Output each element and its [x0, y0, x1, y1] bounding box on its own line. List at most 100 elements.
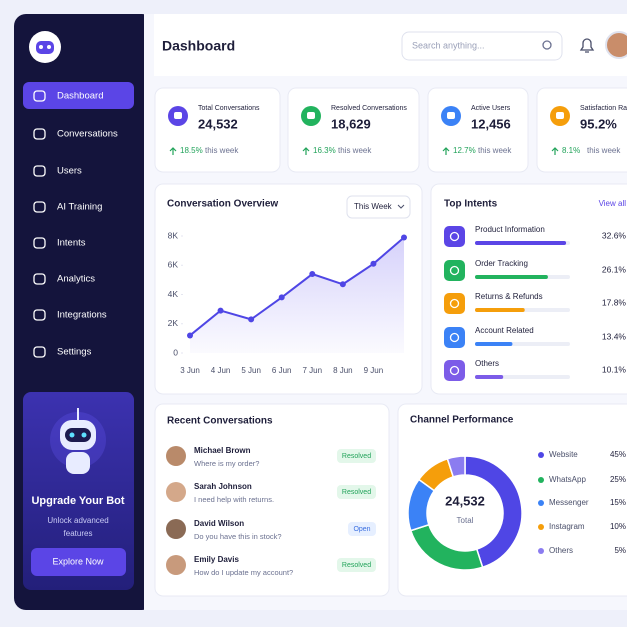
- line-point: [278, 294, 285, 301]
- line-point: [401, 234, 407, 241]
- robot-body: [66, 452, 90, 474]
- stat-icon-glyph: [556, 112, 564, 119]
- y-tick-label: 6K: [168, 260, 179, 270]
- stat-period: this week: [205, 146, 239, 155]
- legend-dot: [538, 452, 544, 458]
- donut-center-value: 24,532: [445, 493, 485, 508]
- nav-item[interactable]: AI Training: [57, 202, 102, 213]
- nav-icon[interactable]: [33, 165, 46, 177]
- legend-dot: [538, 548, 544, 554]
- stat-change: 18.5%: [180, 146, 203, 155]
- robot-eye: [69, 432, 75, 438]
- intent-bar: [475, 308, 525, 312]
- stat-change: 12.7%: [453, 146, 476, 155]
- status-pill: [348, 522, 376, 536]
- search-placeholder[interactable]: Search anything...: [412, 40, 485, 50]
- search-box[interactable]: [401, 31, 563, 61]
- contact-name: Sarah Johnson: [194, 482, 252, 491]
- nav-item[interactable]: Users: [57, 166, 82, 177]
- page-title: Dashboard: [162, 38, 235, 54]
- promo-button-label[interactable]: Explore Now: [52, 556, 104, 566]
- legend-label: Messenger: [549, 498, 589, 507]
- intent-name: Product Information: [475, 225, 545, 234]
- arrow-up: [302, 147, 310, 155]
- contact-avatar: [166, 482, 186, 502]
- stat-value: 18,629: [331, 116, 371, 131]
- nav-item[interactable]: Dashboard: [57, 91, 103, 102]
- nav-icon[interactable]: [33, 128, 46, 140]
- promo-card: [23, 392, 134, 590]
- intent-value: 26.1%: [602, 264, 627, 274]
- filter-dropdown[interactable]: [346, 195, 411, 219]
- card-title: Conversation Overview: [167, 199, 278, 210]
- avatar[interactable]: [605, 31, 627, 59]
- intent-value: 10.1%: [602, 364, 627, 374]
- card-title: Recent Conversations: [167, 416, 273, 427]
- status-label: Open: [353, 526, 370, 533]
- legend-label: Others: [549, 546, 573, 555]
- line: [189, 236, 405, 337]
- chevron[interactable]: [397, 204, 405, 209]
- logo-eye: [47, 45, 51, 49]
- promo-button[interactable]: [31, 548, 126, 576]
- contact-name: Emily Davis: [194, 555, 239, 564]
- logo-robot: [36, 41, 54, 54]
- x-tick-label: 6 Jun: [272, 366, 292, 375]
- search-icon[interactable]: [542, 40, 552, 50]
- nav-icon[interactable]: [33, 201, 46, 213]
- card-title: Top Intents: [444, 199, 498, 210]
- stat-icon-glyph: [174, 112, 182, 119]
- bell-icon[interactable]: [579, 38, 595, 53]
- view-all-link[interactable]: View all: [599, 199, 627, 208]
- nav-item[interactable]: Analytics: [57, 274, 95, 285]
- stat-period: this week: [587, 146, 621, 155]
- intent-icon-glyph: [449, 231, 460, 242]
- line-point: [217, 307, 224, 314]
- donut-center-label: Total: [457, 516, 474, 525]
- nav-item[interactable]: Intents: [57, 238, 86, 249]
- intent-icon: [444, 226, 465, 247]
- logo-eye: [39, 45, 43, 49]
- contact-message: Do you have this in stock?: [194, 532, 282, 541]
- legend-label: Website: [549, 450, 578, 459]
- intent-icon-glyph: [449, 298, 460, 309]
- intent-bar: [475, 342, 513, 346]
- legend-label: Instagram: [549, 522, 585, 531]
- intent-name: Others: [475, 359, 499, 368]
- line-point: [187, 332, 193, 339]
- stat-value: 95.2%: [580, 116, 617, 131]
- contact-message: I need help with returns.: [194, 495, 274, 504]
- intent-icon-glyph: [449, 265, 460, 276]
- donut-slice: [464, 455, 523, 569]
- status-pill: [337, 449, 376, 463]
- promo-text: features: [64, 529, 93, 538]
- nav-icon[interactable]: [33, 346, 46, 358]
- status-pill: [337, 558, 376, 572]
- recent-card: [154, 403, 390, 597]
- nav-item[interactable]: Conversations: [57, 129, 118, 140]
- contact-name: David Wilson: [194, 519, 244, 528]
- stat-change: 8.1%: [562, 146, 580, 155]
- nav-icon[interactable]: [33, 237, 46, 249]
- nav-icon[interactable]: [33, 273, 46, 285]
- nav-icon[interactable]: [33, 309, 46, 321]
- intent-name: Account Related: [475, 326, 534, 335]
- x-tick-label: 3 Jun: [180, 366, 200, 375]
- legend-value: 5%: [614, 546, 626, 555]
- nav-item[interactable]: Integrations: [57, 310, 107, 321]
- y-tick-label: 8K: [168, 230, 179, 240]
- stat-icon-glyph: [447, 112, 455, 119]
- line-point: [248, 316, 255, 323]
- y-tick-label: 2K: [168, 318, 179, 328]
- intent-name: Order Tracking: [475, 259, 528, 268]
- x-tick-label: 8 Jun: [333, 366, 353, 375]
- promo-title: Upgrade Your Bot: [31, 495, 124, 507]
- nav-item[interactable]: Settings: [57, 347, 92, 358]
- nav-active[interactable]: [23, 82, 134, 109]
- nav-icon[interactable]: [33, 90, 46, 102]
- status-pill: [337, 485, 376, 499]
- intent-bar: [475, 375, 504, 379]
- filter-label[interactable]: This Week: [354, 202, 393, 211]
- stat-label: Satisfaction Rate: [580, 105, 627, 112]
